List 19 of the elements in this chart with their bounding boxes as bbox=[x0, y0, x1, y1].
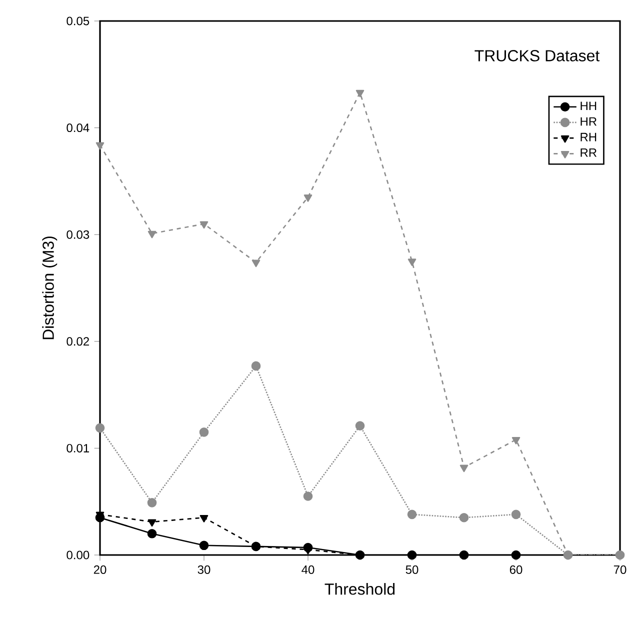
text: TRUCKS Dataset bbox=[474, 50, 600, 62]
y-tick-label: 0.05 bbox=[66, 16, 90, 26]
legend-label: HH bbox=[580, 102, 596, 110]
x-axis-title: Threshold bbox=[324, 583, 395, 595]
y-tick-label: 0.03 bbox=[66, 230, 90, 239]
y-tick-label: 0.00 bbox=[66, 550, 90, 560]
legend-label: HR bbox=[580, 117, 597, 126]
y-axis-title: Distortion (M3) bbox=[42, 236, 58, 340]
y-tick-label: 0.04 bbox=[66, 124, 90, 132]
x-tick-label: 40 bbox=[302, 565, 314, 574]
y-tick-label: 0.01 bbox=[66, 444, 90, 452]
legend-label: RH bbox=[580, 132, 596, 142]
x-tick-label: 50 bbox=[406, 565, 418, 574]
x-tick-label: 70 bbox=[614, 565, 626, 574]
x-tick-label: 30 bbox=[198, 565, 210, 574]
x-tick-label: 20 bbox=[94, 565, 106, 574]
y-tick-label: 0.02 bbox=[66, 337, 89, 346]
x-tick-label: 60 bbox=[510, 565, 522, 574]
legend-label: RR bbox=[580, 148, 597, 157]
